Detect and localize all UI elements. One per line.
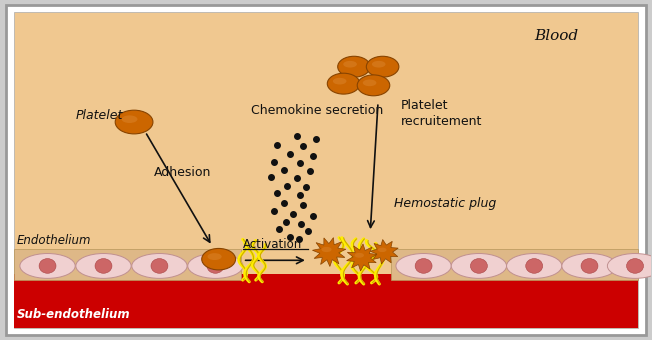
Ellipse shape (562, 254, 617, 278)
Ellipse shape (627, 259, 644, 273)
Ellipse shape (333, 78, 346, 84)
Ellipse shape (151, 259, 168, 273)
Ellipse shape (207, 259, 224, 273)
Ellipse shape (581, 259, 598, 273)
Ellipse shape (357, 75, 390, 96)
FancyBboxPatch shape (6, 5, 646, 335)
FancyBboxPatch shape (14, 12, 638, 328)
Ellipse shape (343, 61, 357, 68)
Ellipse shape (132, 254, 187, 278)
Text: Adhesion: Adhesion (154, 166, 211, 178)
Ellipse shape (507, 254, 562, 278)
Text: Hemostatic plug: Hemostatic plug (394, 197, 497, 210)
Ellipse shape (321, 247, 332, 252)
Ellipse shape (366, 56, 399, 77)
Text: Platelet: Platelet (76, 109, 123, 122)
Ellipse shape (95, 259, 112, 273)
Ellipse shape (327, 73, 360, 94)
Ellipse shape (396, 254, 451, 278)
Ellipse shape (378, 248, 387, 252)
Text: Activation: Activation (243, 238, 302, 251)
Ellipse shape (526, 259, 542, 273)
Ellipse shape (188, 254, 243, 278)
Ellipse shape (122, 115, 138, 123)
Text: Endothelium: Endothelium (17, 235, 91, 248)
Text: Platelet
recruitement: Platelet recruitement (401, 99, 482, 128)
Ellipse shape (451, 254, 507, 278)
Polygon shape (312, 238, 346, 267)
Ellipse shape (207, 253, 222, 260)
Ellipse shape (363, 80, 376, 86)
Ellipse shape (372, 61, 385, 68)
FancyBboxPatch shape (14, 274, 638, 328)
Polygon shape (347, 244, 377, 271)
Ellipse shape (39, 259, 56, 273)
Ellipse shape (355, 253, 364, 258)
Ellipse shape (415, 259, 432, 273)
Ellipse shape (608, 254, 652, 278)
Text: Sub-endothelium: Sub-endothelium (17, 308, 130, 321)
Ellipse shape (471, 259, 487, 273)
Ellipse shape (76, 254, 131, 278)
FancyBboxPatch shape (391, 249, 638, 280)
Ellipse shape (338, 56, 370, 77)
FancyBboxPatch shape (14, 249, 241, 280)
Ellipse shape (20, 254, 75, 278)
Polygon shape (370, 239, 398, 264)
Text: Blood: Blood (534, 29, 578, 43)
Text: Chemokine secretion: Chemokine secretion (251, 104, 383, 117)
Ellipse shape (115, 110, 153, 134)
Ellipse shape (201, 249, 235, 270)
